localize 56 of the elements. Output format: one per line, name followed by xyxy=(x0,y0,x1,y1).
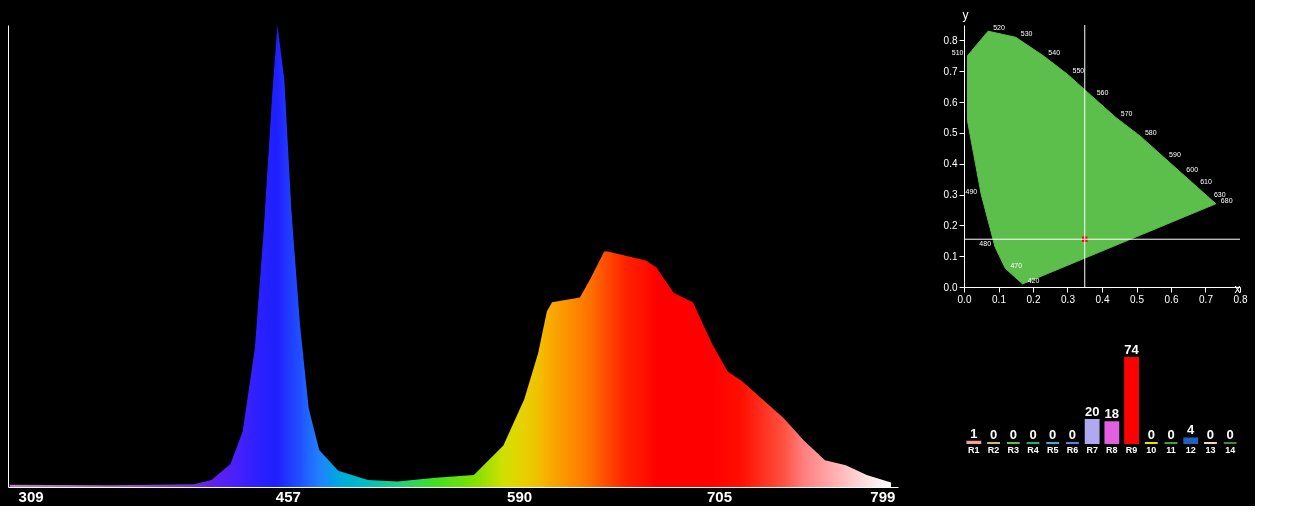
data-label: 18 xyxy=(1104,406,1120,422)
data-label: 0 xyxy=(989,427,998,442)
x-tick-label: 0.4 xyxy=(1095,293,1110,305)
data-label: 1 xyxy=(970,425,978,441)
x-tick-label: 12 xyxy=(1185,444,1196,455)
x-tick-label: 0.3 xyxy=(1061,293,1076,305)
x-tick-label: 799 xyxy=(870,487,896,505)
data-label: 0 xyxy=(1009,427,1017,442)
y-tick-label: 0.4 xyxy=(943,158,958,170)
data-label: 4 xyxy=(1187,422,1196,438)
data-label: 0 xyxy=(1068,427,1077,442)
x-tick-label: 11 xyxy=(1166,444,1176,455)
data-label: 0 xyxy=(1147,427,1155,442)
y-tick-label: 0.5 xyxy=(943,127,958,139)
data-label: 0 xyxy=(1206,427,1215,442)
x-tick-label: R8 xyxy=(1106,444,1118,455)
x-tick-label: 590 xyxy=(507,487,533,505)
data-label: 0 xyxy=(1226,427,1234,442)
x-tick-label: R7 xyxy=(1086,444,1098,455)
y-tick-label: 0.1 xyxy=(943,250,958,262)
bar xyxy=(1104,421,1120,444)
x-tick-label: R9 xyxy=(1125,444,1138,455)
x-tick-label: 309 xyxy=(18,487,44,505)
y-tick-label: 0.8 xyxy=(943,34,958,46)
y-tick-label: 0.3 xyxy=(943,189,958,201)
x-tick-label: R3 xyxy=(1007,444,1020,455)
bar xyxy=(1183,437,1199,444)
data-label: 0 xyxy=(1167,427,1175,442)
y-axis-title: y xyxy=(962,7,969,22)
x-tick-label: 0.2 xyxy=(1026,293,1041,305)
bar xyxy=(1124,357,1139,444)
x-tick-label: R1 xyxy=(968,444,980,455)
x-tick-label: 457 xyxy=(275,487,301,505)
x-tick-label: 0.1 xyxy=(992,293,1007,305)
x-tick-label: 0.8 xyxy=(1233,293,1248,305)
y-tick-label: 0.0 xyxy=(943,281,958,293)
x-tick-label: 0.7 xyxy=(1199,293,1214,305)
y-tick-label: 0.2 xyxy=(943,219,958,231)
data-label: 0 xyxy=(1029,427,1037,442)
data-label: 0 xyxy=(1049,427,1057,442)
x-tick-label: 10 xyxy=(1146,444,1157,455)
y-tick-label: 0.6 xyxy=(943,96,958,108)
bar xyxy=(1084,419,1100,444)
x-tick-label: R5 xyxy=(1046,444,1059,455)
x-tick-label: 0.0 xyxy=(957,293,972,305)
x-tick-label: 705 xyxy=(706,487,732,505)
x-tick-label: 0.6 xyxy=(1164,293,1179,305)
x-tick-label: 13 xyxy=(1205,444,1216,455)
x-tick-label: 0.5 xyxy=(1130,293,1145,305)
data-label: 74 xyxy=(1124,342,1140,357)
data-label: 20 xyxy=(1084,404,1100,420)
x-tick-label: R2 xyxy=(987,444,1000,455)
x-tick-label: R4 xyxy=(1027,444,1039,455)
x-tick-label: R6 xyxy=(1066,444,1079,455)
y-tick-label: 0.7 xyxy=(943,65,958,77)
x-tick-label: 14 xyxy=(1225,444,1236,455)
